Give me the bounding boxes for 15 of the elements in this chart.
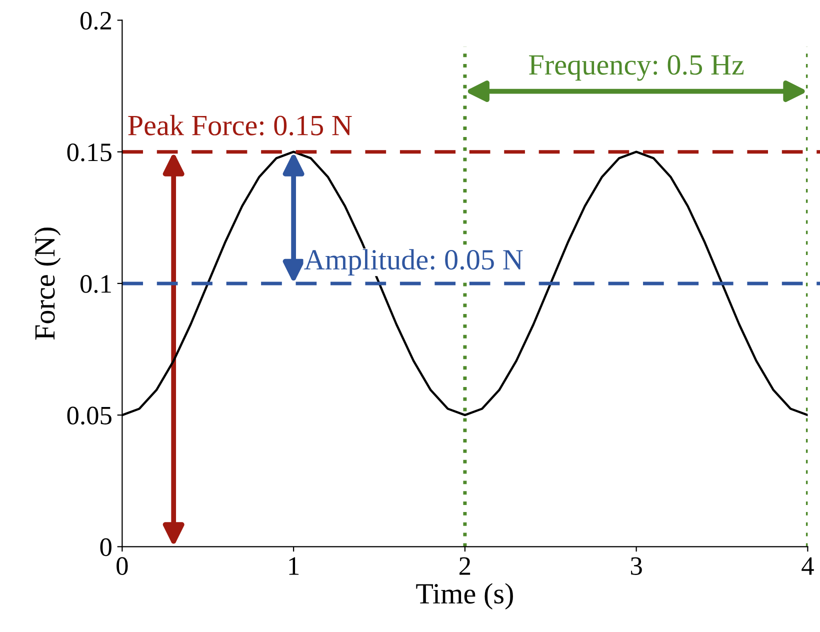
x-tick-label: 3 — [630, 557, 642, 575]
y-axis-title: Force (N) — [34, 228, 61, 340]
x-tick-label: 2 — [460, 557, 470, 575]
y-tick-label: 0.05 — [67, 406, 112, 425]
y-tick-label: 0.1 — [80, 275, 111, 293]
x-tick-label: 0 — [116, 557, 128, 575]
annotation: Amplitude: 0.05 N — [304, 249, 523, 276]
y-tick-label: 0 — [100, 538, 112, 556]
ref-line-label: Peak Force: 0.15 N — [128, 114, 352, 136]
x-axis-title: Time (s) — [416, 583, 513, 610]
annotation: Frequency: 0.5 Hz — [529, 55, 744, 81]
y-tick-label: 0.2 — [80, 12, 111, 30]
x-tick-label: 1 — [289, 557, 299, 575]
x-tick-label: 4 — [802, 557, 814, 575]
y-tick-label: 0.15 — [67, 143, 112, 162]
